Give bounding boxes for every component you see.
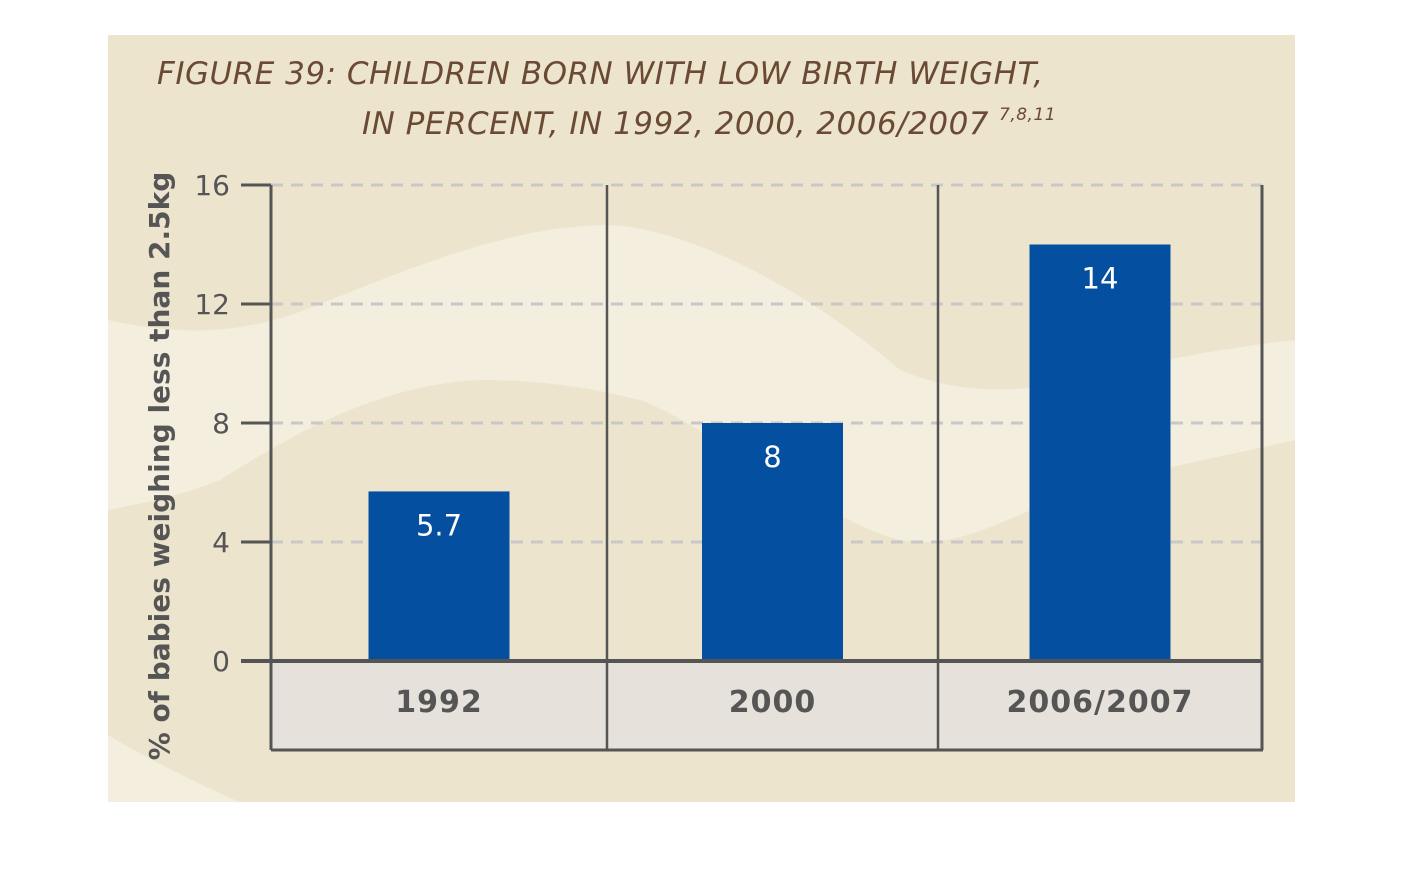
labels-layer: 0 4 8 12 16 5.7 1992 8 2000 14 2006/2007 — [194, 169, 1194, 720]
bar-value-label: 5.7 — [416, 508, 462, 542]
x-category-label: 1992 — [395, 685, 483, 720]
x-category-label: 2000 — [729, 685, 817, 720]
bar-value-label: 8 — [763, 440, 781, 474]
chart-title-references: 7,8,11 — [999, 105, 1056, 125]
y-tick-label: 16 — [194, 169, 230, 202]
y-tick-label: 4 — [212, 526, 230, 559]
bar — [1029, 244, 1171, 661]
bar — [368, 491, 510, 661]
frame-layer — [241, 183, 1264, 752]
chart-title-line2-text: IN PERCENT, IN 1992, 2000, 2006/2007 — [362, 106, 989, 142]
background-wave-upper — [108, 225, 1295, 542]
y-tick-label: 12 — [194, 288, 230, 321]
category-band — [271, 661, 1262, 750]
chart-title-line2: IN PERCENT, IN 1992, 2000, 2006/2007 7,8,… — [362, 105, 1056, 142]
bar — [702, 423, 843, 661]
y-tick-label: 8 — [212, 407, 230, 440]
bars-layer — [368, 244, 1171, 661]
x-category-label: 2006/2007 — [1007, 685, 1194, 720]
background-wave-lower — [108, 735, 240, 802]
y-axis-label: % of babies weighing less than 2.5kg — [143, 172, 176, 761]
y-tick-label: 0 — [212, 645, 230, 678]
chart-title-line1: FIGURE 39: CHILDREN BORN WITH LOW BIRTH … — [157, 56, 1044, 92]
bar-value-label: 14 — [1082, 262, 1119, 296]
